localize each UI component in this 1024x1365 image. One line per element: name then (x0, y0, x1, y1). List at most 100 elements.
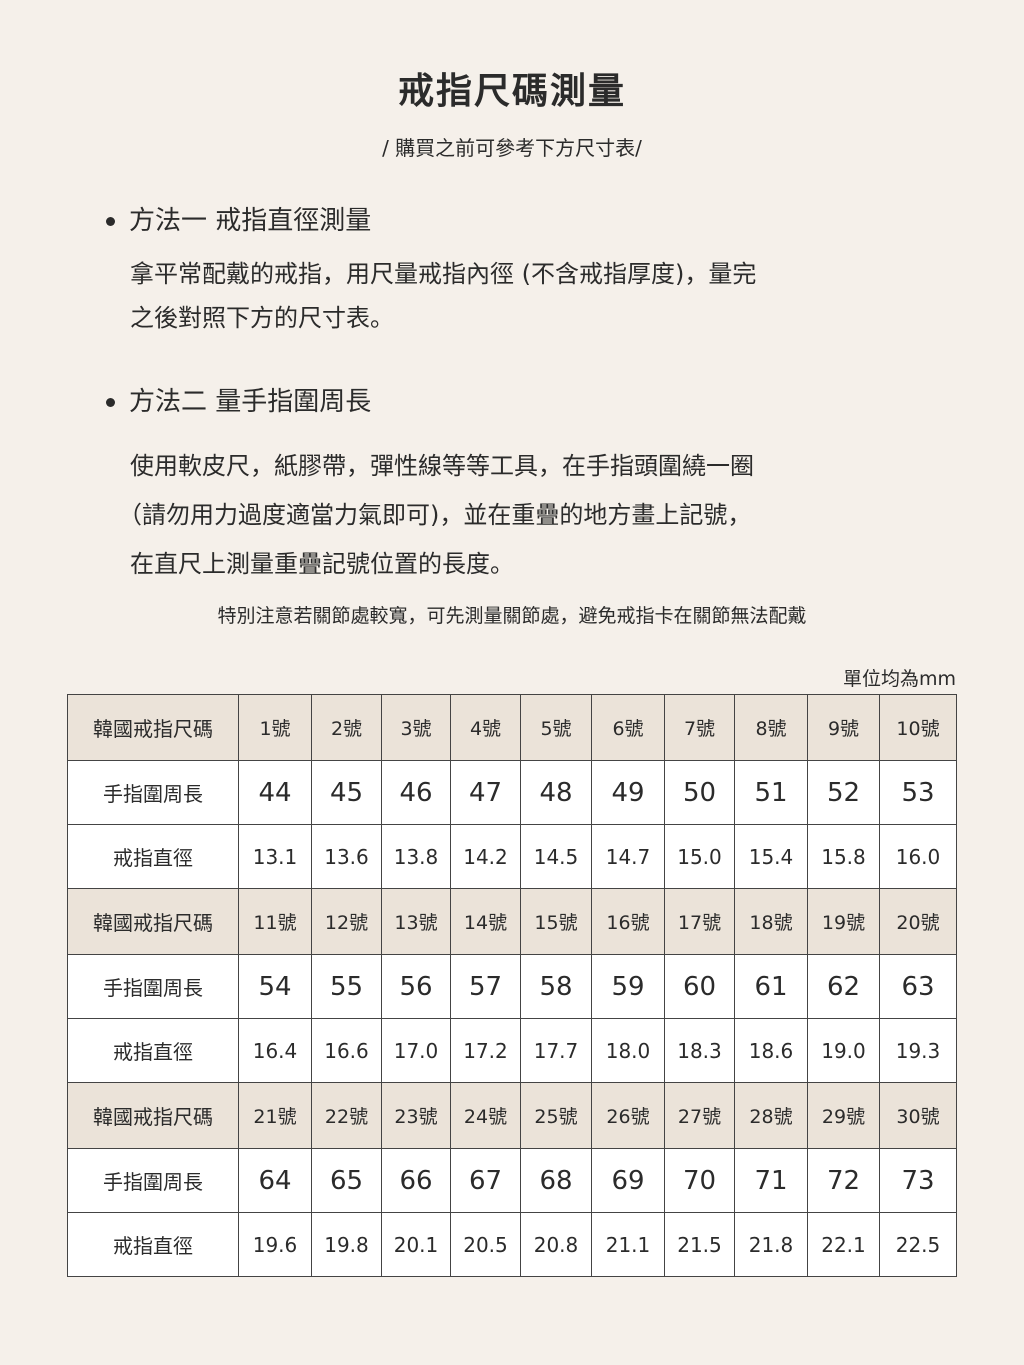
diameter-cell: 22.5 (879, 1212, 957, 1277)
row-label: 韓國戒指尺碼 (67, 694, 239, 761)
row-label: 戒指直徑 (67, 1018, 239, 1083)
row-label: 戒指直徑 (67, 1212, 239, 1277)
bullet-icon (106, 217, 115, 226)
diameter-cell: 18.0 (591, 1018, 665, 1083)
circumference-cell: 46 (381, 760, 451, 825)
circumference-cell: 65 (311, 1148, 382, 1213)
size-cell: 10號 (879, 694, 957, 761)
diameter-cell: 15.0 (664, 824, 735, 889)
bullet-icon (106, 398, 115, 407)
diameter-cell: 18.3 (664, 1018, 735, 1083)
diameter-cell: 16.4 (238, 1018, 312, 1083)
size-cell: 22號 (311, 1082, 382, 1149)
row-label: 手指圍周長 (67, 1148, 239, 1213)
size-cell: 15號 (520, 888, 592, 955)
size-cell: 11號 (238, 888, 312, 955)
method2-line: （請勿用力過度適當力氣即可)，並在重疊的地方畫上記號， (118, 501, 752, 529)
row-label: 韓國戒指尺碼 (67, 888, 239, 955)
circumference-cell: 59 (591, 954, 665, 1019)
size-cell: 8號 (734, 694, 808, 761)
method1-heading: 方法一 戒指直徑測量 (106, 200, 371, 237)
diameter-cell: 19.8 (311, 1212, 382, 1277)
size-cell: 3號 (381, 694, 451, 761)
size-cell: 7號 (664, 694, 735, 761)
circumference-cell: 70 (664, 1148, 735, 1213)
circumference-cell: 44 (238, 760, 312, 825)
diameter-cell: 15.4 (734, 824, 808, 889)
size-cell: 16號 (591, 888, 665, 955)
size-cell: 14號 (450, 888, 521, 955)
subtitle: / 購買之前可參考下方尺寸表/ (382, 136, 642, 160)
circumference-cell: 62 (807, 954, 880, 1019)
diameter-cell: 21.5 (664, 1212, 735, 1277)
method1-text: 拿平常配戴的戒指，用尺量戒指內徑 (不含戒指厚度)，量完 之後對照下方的尺寸表。 (130, 252, 756, 340)
size-cell: 4號 (450, 694, 521, 761)
table-row-hdr: 韓國戒指尺碼 21號 22號 23號 24號 25號 26號 27號 28號 29號 30號 (67, 1082, 957, 1149)
circumference-cell: 51 (734, 760, 808, 825)
circumference-cell: 60 (664, 954, 735, 1019)
row-label: 戒指直徑 (67, 824, 239, 889)
diameter-cell: 17.7 (520, 1018, 592, 1083)
diameter-cell: 20.1 (381, 1212, 451, 1277)
circumference-cell: 48 (520, 760, 592, 825)
size-cell: 1號 (238, 694, 312, 761)
size-cell: 27號 (664, 1082, 735, 1149)
circumference-cell: 67 (450, 1148, 521, 1213)
circumference-cell: 49 (591, 760, 665, 825)
diameter-cell: 20.8 (520, 1212, 592, 1277)
table-row-diam: 戒指直徑 16.4 16.6 17.0 17.2 17.7 18.0 18.3 18.6 19.0… (67, 1018, 957, 1083)
circumference-cell: 69 (591, 1148, 665, 1213)
size-cell: 12號 (311, 888, 382, 955)
size-cell: 19號 (807, 888, 880, 955)
diameter-cell: 21.1 (591, 1212, 665, 1277)
page-title: 戒指尺碼測量 (397, 71, 626, 112)
method1-line: 拿平常配戴的戒指，用尺量戒指內徑 (不含戒指厚度)，量完 (130, 260, 757, 288)
circumference-cell: 73 (879, 1148, 957, 1213)
size-cell: 29號 (807, 1082, 880, 1149)
circumference-cell: 50 (664, 760, 735, 825)
diameter-cell: 19.3 (879, 1018, 957, 1083)
size-cell: 23號 (381, 1082, 451, 1149)
diameter-cell: 19.0 (807, 1018, 880, 1083)
diameter-cell: 17.0 (381, 1018, 451, 1083)
diameter-cell: 14.2 (450, 824, 521, 889)
circumference-cell: 63 (879, 954, 957, 1019)
circumference-cell: 68 (520, 1148, 592, 1213)
diameter-cell: 13.1 (238, 824, 312, 889)
diameter-cell: 14.5 (520, 824, 592, 889)
method1-line: 之後對照下方的尺寸表。 (130, 304, 394, 332)
circumference-cell: 52 (807, 760, 880, 825)
diameter-cell: 15.8 (807, 824, 880, 889)
circumference-cell: 57 (450, 954, 521, 1019)
table-row-hdr: 韓國戒指尺碼 1號 2號 3號 4號 5號 6號 7號 8號 9號 10號 (67, 694, 957, 761)
size-cell: 17號 (664, 888, 735, 955)
ring-size-table: 韓國戒指尺碼 1號 2號 3號 4號 5號 6號 7號 8號 9號 10號 手指圍周長 44 45 46 47… (67, 694, 957, 1277)
size-cell: 24號 (450, 1082, 521, 1149)
method2-text: 使用軟皮尺，紙膠帶，彈性線等等工具，在手指頭圍繞一圈 （請勿用力過度適當力氣即可… (118, 442, 754, 589)
size-cell: 28號 (734, 1082, 808, 1149)
row-label: 手指圍周長 (67, 954, 239, 1019)
circumference-cell: 58 (520, 954, 592, 1019)
diameter-cell: 20.5 (450, 1212, 521, 1277)
size-cell: 6號 (591, 694, 665, 761)
table-row-hdr: 韓國戒指尺碼 11號 12號 13號 14號 15號 16號 17號 18號 19號 20號 (67, 888, 957, 955)
circumference-cell: 61 (734, 954, 808, 1019)
diameter-cell: 19.6 (238, 1212, 312, 1277)
table-row-diam: 戒指直徑 19.6 19.8 20.1 20.5 20.8 21.1 21.5 21.8 22.1… (67, 1212, 957, 1277)
size-cell: 5號 (520, 694, 592, 761)
size-cell: 21號 (238, 1082, 312, 1149)
diameter-cell: 22.1 (807, 1212, 880, 1277)
diameter-cell: 14.7 (591, 824, 665, 889)
diameter-cell: 16.0 (879, 824, 957, 889)
diameter-cell: 13.8 (381, 824, 451, 889)
row-label: 韓國戒指尺碼 (67, 1082, 239, 1149)
table-row-diam: 戒指直徑 13.1 13.6 13.8 14.2 14.5 14.7 15.0 15.4 15.8… (67, 824, 957, 889)
size-cell: 25號 (520, 1082, 592, 1149)
unit-label: 單位均為mm (842, 668, 956, 690)
diameter-cell: 17.2 (450, 1018, 521, 1083)
circumference-cell: 66 (381, 1148, 451, 1213)
method2-line: 在直尺上測量重疊記號位置的長度。 (130, 550, 514, 578)
table-row-circ: 手指圍周長 54 55 56 57 58 59 60 61 62 63 (67, 954, 957, 1019)
method2-heading: 方法二 量手指圍周長 (106, 381, 371, 418)
size-cell: 9號 (807, 694, 880, 761)
